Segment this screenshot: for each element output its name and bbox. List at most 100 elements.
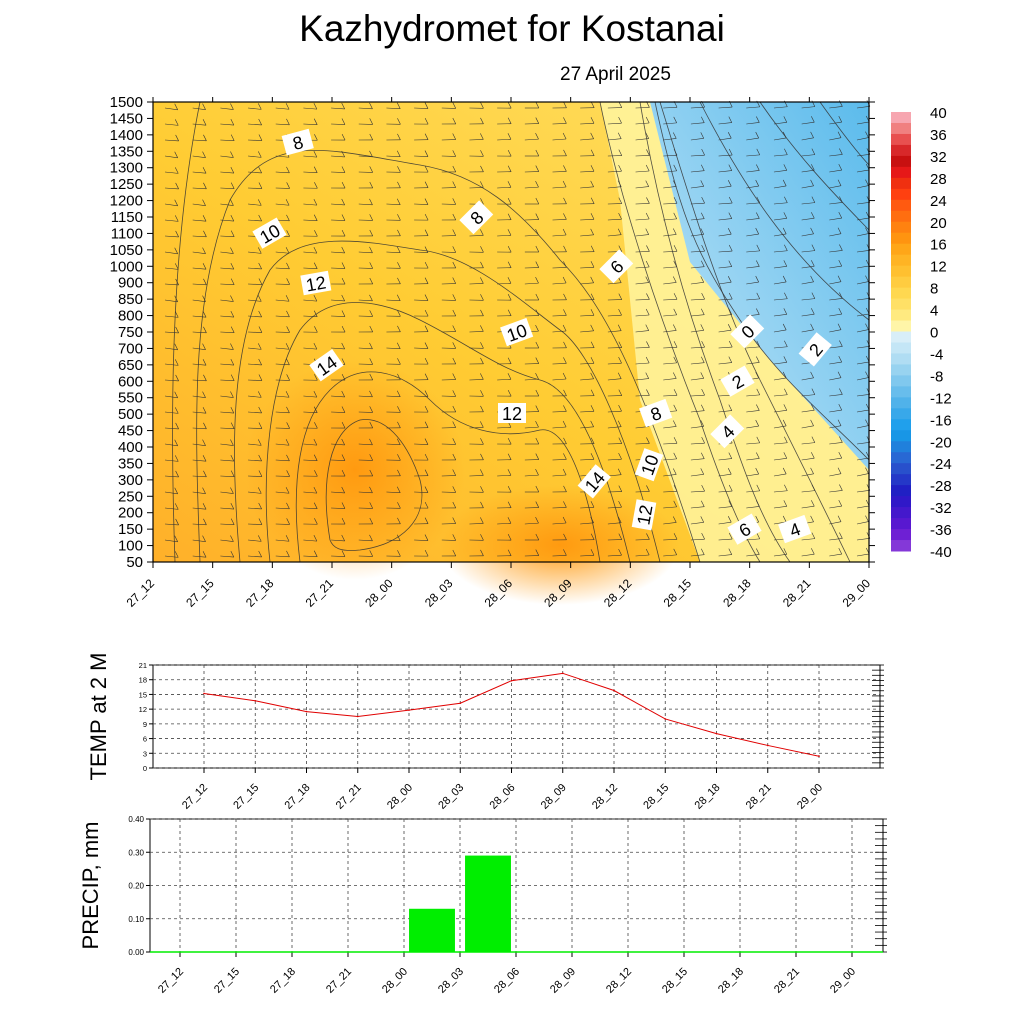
wind-barb xyxy=(192,411,207,414)
wind-barb xyxy=(690,106,705,109)
wind-barb xyxy=(829,121,842,125)
wind-barb xyxy=(303,267,318,269)
colorbar-swatch xyxy=(891,199,911,212)
wind-barb-flag xyxy=(701,533,705,540)
wind-barb xyxy=(663,266,677,269)
wind-barb xyxy=(552,378,567,381)
wind-barb-flag xyxy=(728,452,733,459)
wind-barb-flag xyxy=(784,244,788,251)
wind-barb xyxy=(635,378,649,381)
wind-barb-flag xyxy=(590,501,595,508)
wind-barb-flag xyxy=(782,467,787,475)
isotherm xyxy=(234,240,661,563)
wind-barb-flag xyxy=(341,166,346,173)
contour-label-bg xyxy=(599,249,634,284)
wind-barb-flag xyxy=(202,311,207,318)
wind-barb xyxy=(856,473,869,477)
wind-barb-flag xyxy=(341,325,346,333)
contour-label-bg xyxy=(281,128,314,156)
wind-barb-flag xyxy=(701,293,705,300)
wind-barb xyxy=(829,346,843,349)
wind-barb xyxy=(718,250,733,253)
wind-barb-flag xyxy=(837,179,842,186)
wind-barb-flag xyxy=(480,246,484,253)
wind-barb-flag xyxy=(480,373,484,380)
wind-barb-flag xyxy=(341,246,345,254)
colorbar-label: 40 xyxy=(930,105,947,122)
wind-barb xyxy=(164,379,179,382)
temp-2m-panel: 0 3 6 9 12 15 18 21 27_12 27_15 27_18 27_21 28_00 28_… xyxy=(86,653,884,812)
wind-barb xyxy=(358,155,373,158)
wind-barb xyxy=(690,410,705,413)
wind-barb-flag xyxy=(839,436,843,443)
wind-barb-flag xyxy=(728,148,733,156)
wind-barb xyxy=(690,314,705,317)
wind-barb-flag xyxy=(756,196,761,204)
wind-barb-flag xyxy=(700,468,705,475)
wind-barb-flag xyxy=(258,214,262,222)
wind-barb-flag xyxy=(313,166,318,173)
wind-barb-flag xyxy=(452,549,457,557)
wind-barb xyxy=(497,522,511,525)
wind-barb-flag xyxy=(174,535,178,542)
wind-barb-flag xyxy=(839,388,843,395)
wind-barb xyxy=(469,427,484,429)
wind-barb-flag xyxy=(480,165,484,172)
wind-barb-flag xyxy=(452,453,457,461)
wind-barb-flag xyxy=(755,515,759,523)
wind-barb-flag xyxy=(590,420,594,427)
wind-barb-flag xyxy=(563,165,567,172)
wind-barb-flag xyxy=(424,501,429,509)
colorbar-swatch xyxy=(891,496,911,508)
wind-barb xyxy=(248,171,262,174)
wind-barb xyxy=(331,107,345,110)
wind-barb xyxy=(829,442,843,445)
x-tick-label: 27_15 xyxy=(231,782,261,812)
y-tick-label: 1100 xyxy=(111,225,143,242)
wind-barb xyxy=(580,234,594,237)
wind-barb-flag xyxy=(341,421,346,429)
wind-barb xyxy=(164,219,179,222)
page-title: Kazhydromet for Kostanai xyxy=(299,8,725,49)
wind-barb-flag xyxy=(563,485,567,492)
wind-barb xyxy=(690,490,705,493)
wind-barb-flag xyxy=(397,229,401,236)
wind-barb xyxy=(331,507,345,509)
wind-barb xyxy=(552,234,567,237)
wind-barb-flag xyxy=(673,212,677,220)
wind-barb-flag xyxy=(285,343,290,350)
colorbar-swatch xyxy=(891,254,911,267)
wind-barb xyxy=(801,154,815,157)
x-tick-label: 28_00 xyxy=(380,966,410,996)
wind-barb-flag xyxy=(424,405,429,413)
y-tick-label: 1050 xyxy=(110,242,143,259)
wind-barb xyxy=(690,362,705,365)
wind-barb-flag xyxy=(202,247,206,254)
wind-barb xyxy=(635,234,649,237)
wind-barb-flag xyxy=(590,341,595,348)
wind-barb-flag xyxy=(811,260,815,267)
wind-barb-flag xyxy=(811,164,815,171)
wind-barb xyxy=(164,331,179,334)
wind-barb-flag xyxy=(507,469,512,476)
y-tick-label: 700 xyxy=(118,340,143,357)
wind-barb xyxy=(248,363,262,366)
colorbar-swatch xyxy=(891,320,911,332)
warm-core-1 xyxy=(245,360,465,580)
wind-barb xyxy=(580,330,594,333)
wind-barb xyxy=(331,443,345,446)
wind-barb xyxy=(552,411,567,413)
wind-barb-flag xyxy=(286,326,290,333)
wind-barb-flag xyxy=(313,342,318,350)
wind-barb-flag xyxy=(507,165,512,172)
wind-barb xyxy=(248,411,262,414)
wind-barb xyxy=(580,266,595,269)
wind-barb xyxy=(192,475,207,478)
wind-barb xyxy=(414,539,429,541)
wind-barb xyxy=(746,410,760,413)
wind-barb xyxy=(552,426,567,429)
wind-barb xyxy=(690,186,704,189)
wind-barb-flag xyxy=(701,197,705,204)
wind-barb-flag xyxy=(230,278,235,285)
wind-barb-flag xyxy=(397,310,401,317)
